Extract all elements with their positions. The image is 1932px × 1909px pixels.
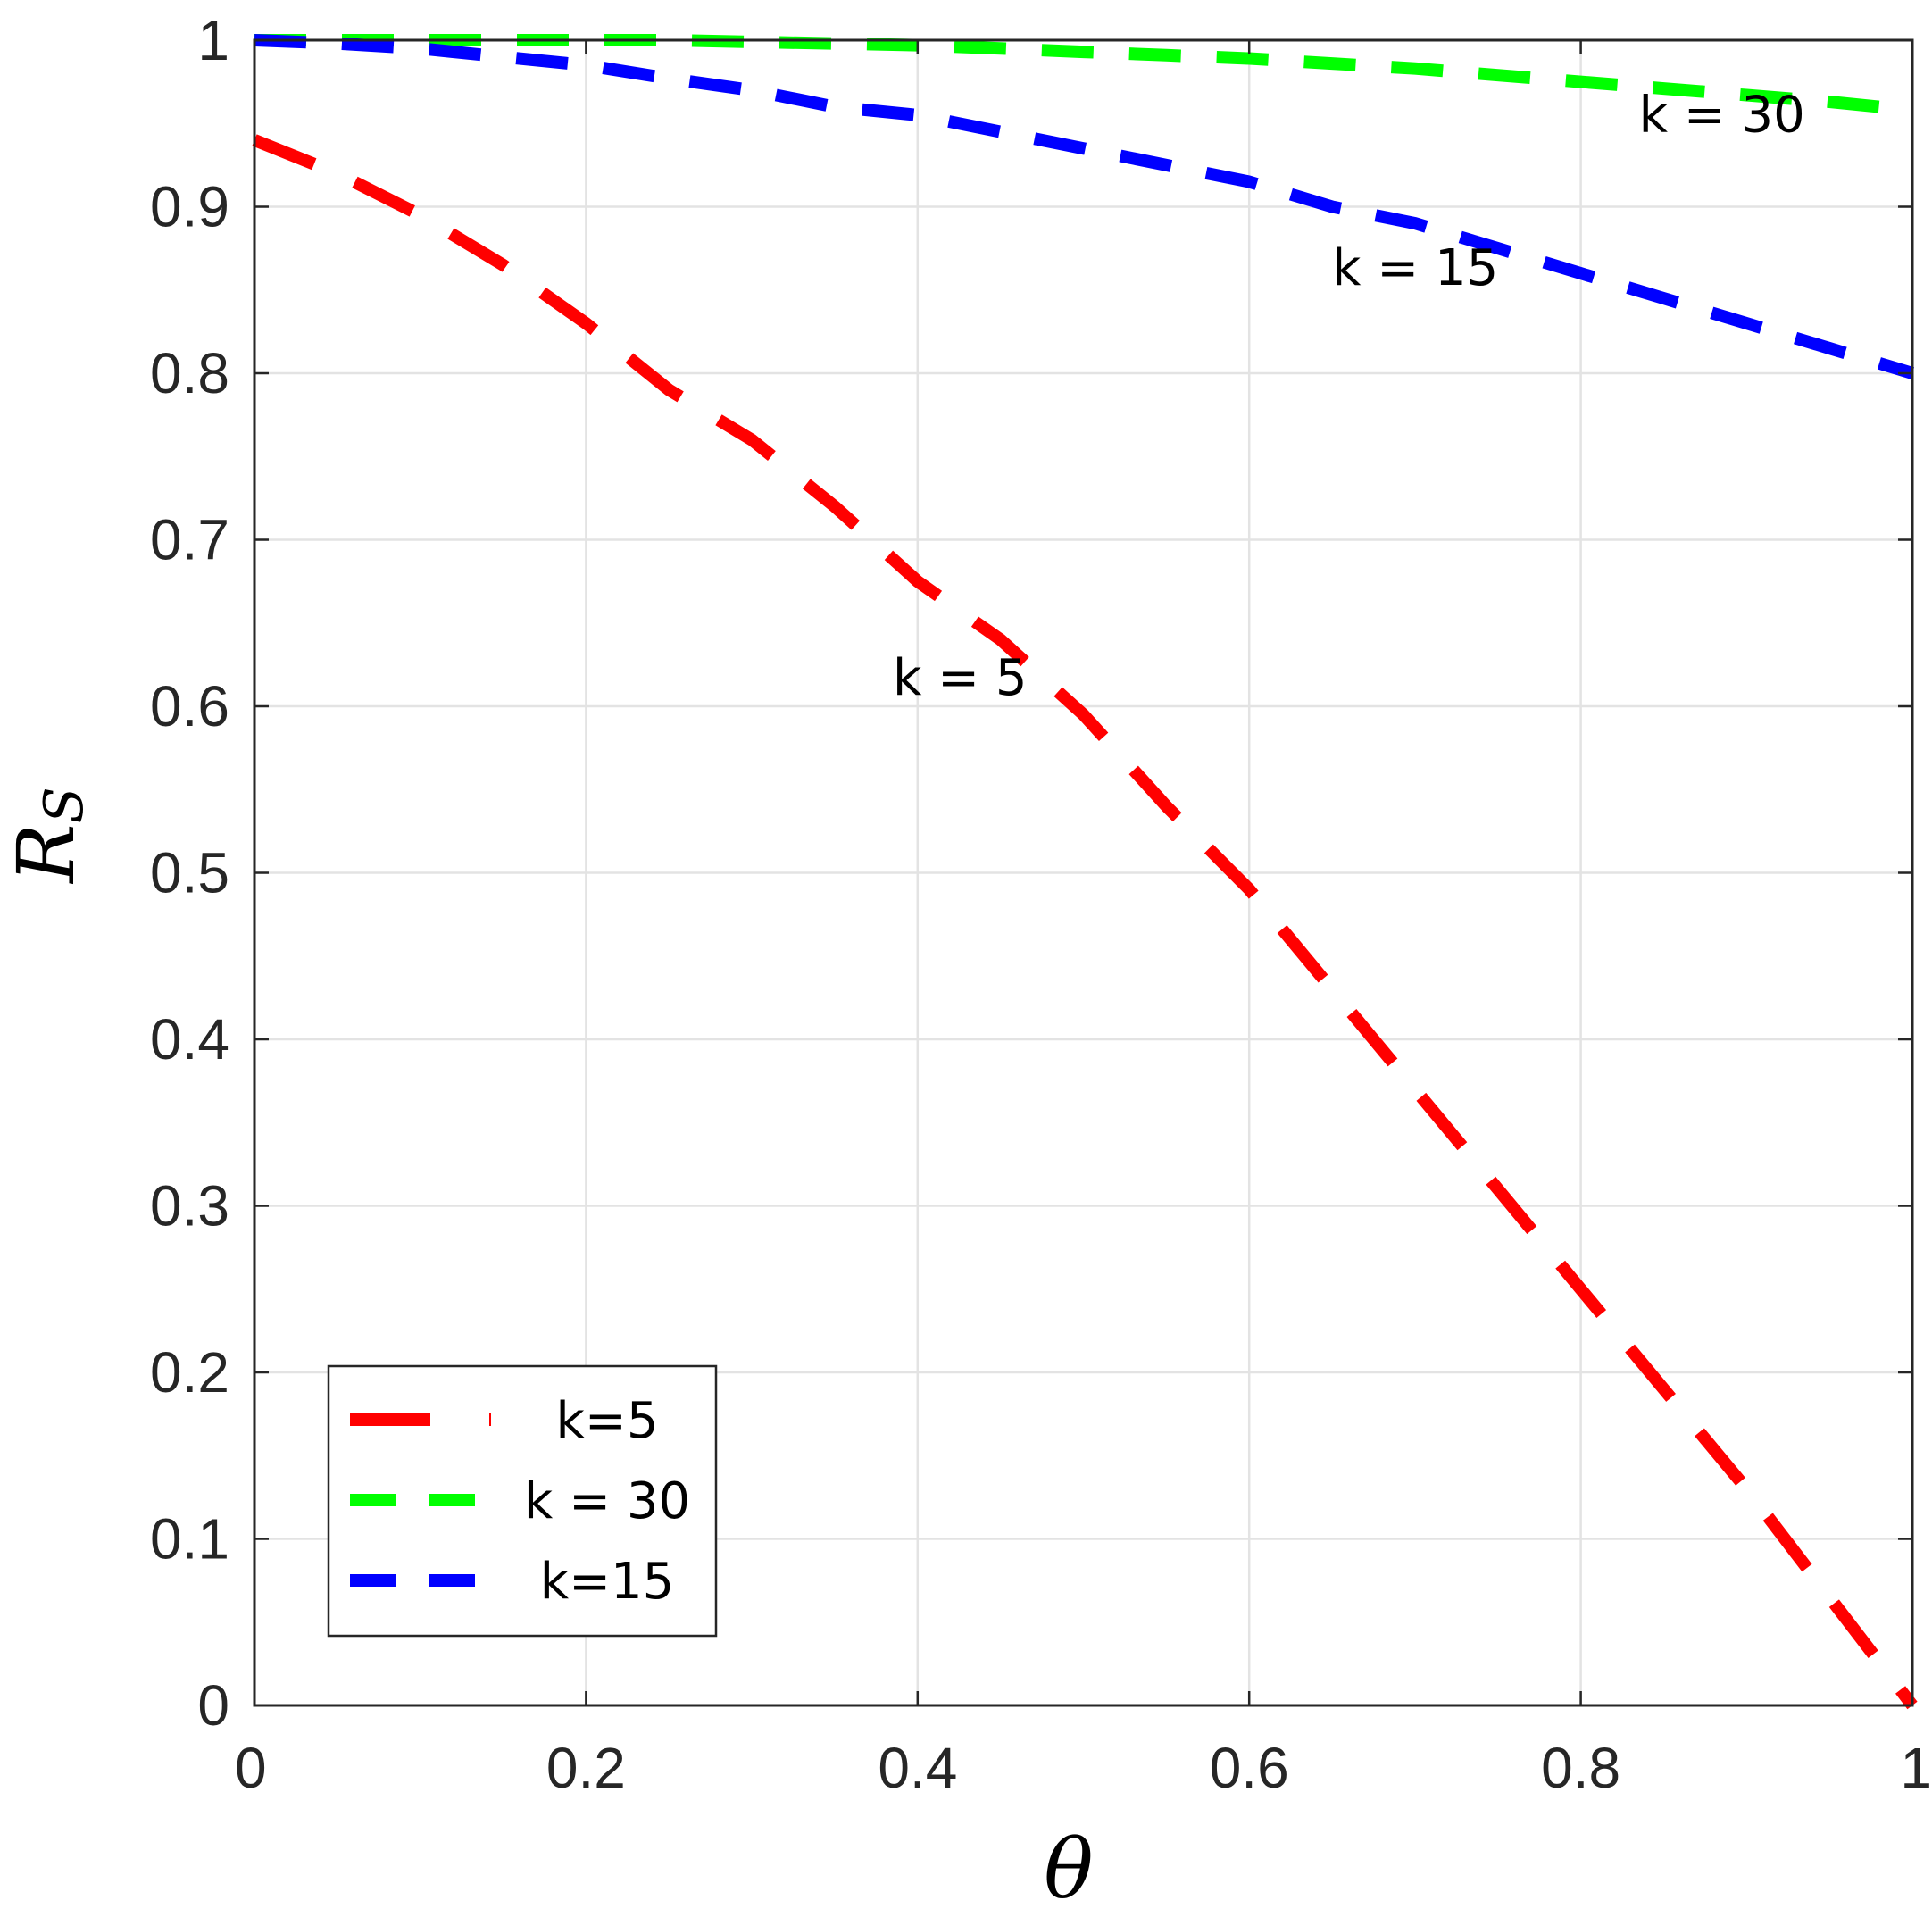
y-tick-label: 0.5 [150, 841, 229, 905]
legend-label: k = 30 [524, 1472, 690, 1530]
y-tick-label: 0.3 [150, 1174, 229, 1238]
legend: k=5 k = 30 k=15 [327, 1364, 718, 1638]
y-axis-label-subscript: S [33, 787, 96, 823]
y-tick-label: 0.6 [150, 674, 229, 738]
y-tick-label: 0.2 [150, 1340, 229, 1405]
series-line-2 [254, 34, 1915, 379]
x-tick-label: 0.4 [878, 1736, 957, 1800]
y-tick-label: 0.1 [150, 1507, 229, 1571]
series-line-0 [252, 134, 1918, 1710]
curve-annotation: k = 15 [1332, 239, 1498, 297]
y-tick-label: 0.4 [150, 1007, 229, 1071]
y-tick-label: 0.9 [150, 175, 229, 239]
legend-label: k=15 [540, 1553, 675, 1611]
x-tick-label: 1 [1900, 1736, 1932, 1800]
y-tick-label: 1 [197, 8, 229, 72]
x-axis-label: θ [1044, 1821, 1093, 1909]
axis-ticks: 0 0.2 0.4 0.6 0.8 1 0 0.1 0.2 0.3 0.4 0.5 0.6 0.7 0.8 0… [150, 8, 1932, 1800]
y-tick-label: 0.8 [150, 341, 229, 405]
y-axis-label: RS [0, 787, 96, 884]
x-tick-label: 0.2 [546, 1736, 626, 1800]
curve-annotation: k = 5 [893, 649, 1028, 707]
x-tick-label: 0.8 [1541, 1736, 1620, 1800]
y-tick-label: 0.7 [150, 508, 229, 572]
curve-annotation: k = 30 [1639, 87, 1805, 145]
y-axis-label-main: R [0, 823, 92, 884]
y-tick-label: 0 [197, 1673, 229, 1738]
curve-annotations: k = 30 k = 15 k = 5 [893, 87, 1805, 707]
x-tick-label: 0 [235, 1736, 267, 1800]
x-tick-label: 0.6 [1210, 1736, 1289, 1800]
legend-label: k=5 [556, 1392, 659, 1450]
